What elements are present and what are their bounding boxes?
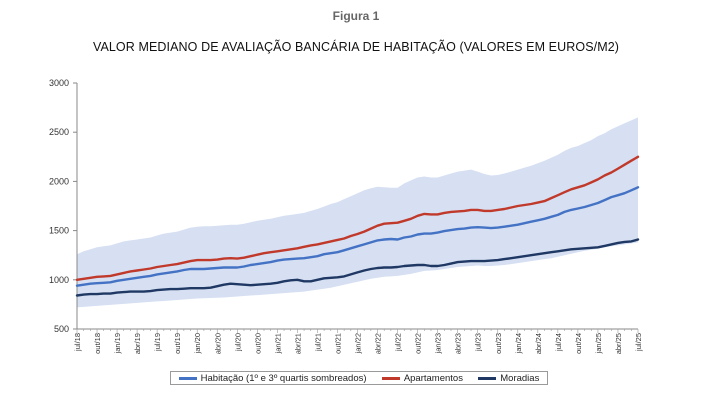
x-tick-label: jan/24 <box>514 333 523 354</box>
x-tick-label: out/19 <box>173 333 182 354</box>
legend-label-moradias: Moradias <box>500 372 540 384</box>
x-tick-label: out/23 <box>494 333 503 354</box>
x-tick-label: abr/21 <box>293 333 302 354</box>
x-tick-label: out/22 <box>414 333 423 354</box>
legend-swatch-moradias <box>478 376 497 380</box>
chart-legend: Habitação (1º e 3º quartis sombreados) A… <box>170 371 548 385</box>
x-tick-label: jan/22 <box>354 333 363 354</box>
x-tick-label: jul/19 <box>153 333 162 352</box>
x-tick-label: jul/23 <box>474 333 483 352</box>
legend-item-habitacao: Habitação (1º e 3º quartis sombreados) <box>178 372 367 384</box>
x-tick-label: jan/25 <box>594 333 603 354</box>
chart-title: VALOR MEDIANO DE AVALIAÇÃO BANCÁRIA DE H… <box>92 40 620 54</box>
x-tick-label: jan/21 <box>273 333 282 354</box>
x-tick-label: jul/25 <box>634 333 643 352</box>
x-tick-label: abr/23 <box>454 333 463 354</box>
x-tick-label: jan/23 <box>434 333 443 354</box>
x-tick-label: jul/21 <box>313 333 322 352</box>
line-chart: 500 1000 1500 2000 2500 3000 jul/18 out/18 jan/1… <box>49 78 643 354</box>
y-tick-label: 1500 <box>49 226 69 236</box>
series-line-apartamentos <box>75 155 640 281</box>
x-tick-label: abr/20 <box>213 333 222 354</box>
x-tick-label: abr/25 <box>614 333 623 354</box>
series-line-habitacao <box>75 186 640 287</box>
x-tick-label: out/21 <box>333 333 342 354</box>
x-tick-label: out/18 <box>93 333 102 354</box>
y-tick-label: 500 <box>54 324 69 334</box>
quartile-band-layer <box>77 117 638 308</box>
legend-item-apartamentos: Apartamentos <box>381 372 463 384</box>
legend-swatch-habitacao <box>178 376 197 380</box>
x-tick-label: abr/24 <box>534 333 543 354</box>
x-tick-label: jan/19 <box>113 333 122 354</box>
x-tick-label: out/24 <box>574 333 583 354</box>
x-tick-label: jul/20 <box>233 333 242 352</box>
figure-label: Figura 1 <box>332 9 380 23</box>
series-line-moradias <box>75 238 640 297</box>
y-tick-label: 2500 <box>49 127 69 137</box>
y-tick-label: 2000 <box>49 176 69 186</box>
x-tick-label: jul/24 <box>554 333 563 352</box>
series-layer <box>75 155 640 297</box>
legend-swatch-apartamentos <box>381 376 400 380</box>
legend-item-moradias: Moradias <box>478 373 539 384</box>
y-tick-label: 1000 <box>49 275 69 285</box>
legend-label-habitacao: Habitação (1º e 3º quartis sombreados) <box>200 372 367 384</box>
x-tick-label: jan/20 <box>193 333 202 354</box>
quartile-band <box>77 117 638 308</box>
x-tick-label: abr/22 <box>374 333 383 354</box>
x-tick-label: out/20 <box>253 333 262 354</box>
x-tick-label: jul/18 <box>73 333 82 352</box>
legend-label-apartamentos: Apartamentos <box>403 372 463 384</box>
x-tick-label: jul/22 <box>394 333 403 352</box>
y-tick-label: 3000 <box>49 78 69 88</box>
x-tick-label: abr/19 <box>133 333 142 354</box>
axes-layer: 500 1000 1500 2000 2500 3000 jul/18 out/18 jan/1… <box>49 78 643 354</box>
